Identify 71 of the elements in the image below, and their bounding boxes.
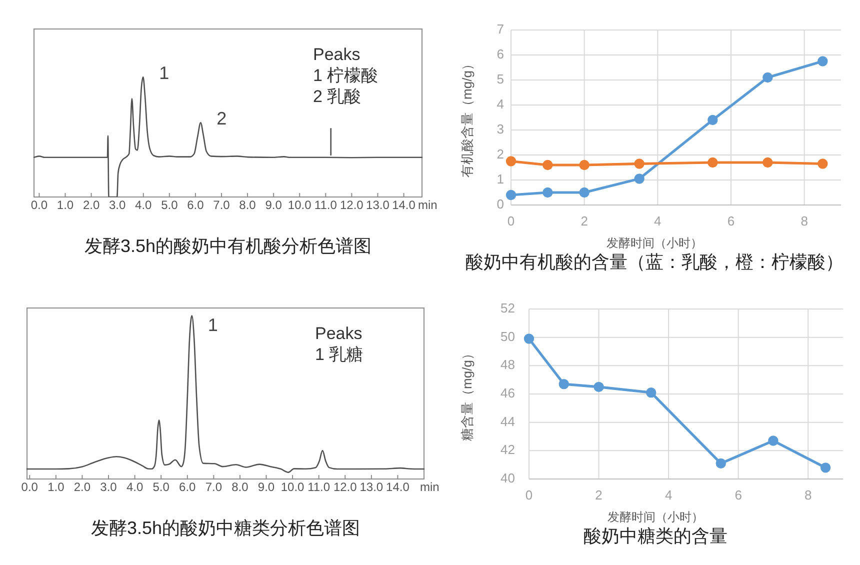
x-tick-label: 8	[800, 213, 808, 228]
x-tick-label: 11.0	[314, 198, 338, 212]
y-axis-title: 糖含量（mg/g）	[459, 347, 474, 441]
y-tick-label: 40	[500, 470, 515, 486]
text: 发酵3.5h的酸奶中有机酸分析色谱图	[84, 236, 372, 256]
y-tick-label: 1	[496, 171, 504, 186]
x-tick-label: 5.0	[161, 198, 178, 212]
x-tick-label: 4.0	[126, 480, 144, 494]
x-tick-label: 5.0	[152, 480, 170, 494]
annotation: 1	[159, 62, 170, 83]
x-tick-label: 2	[595, 487, 602, 502]
x-tick-label: 8.0	[232, 480, 249, 494]
x-tick-label: 13.0	[360, 480, 384, 494]
annotation: 2 乳酸	[313, 87, 362, 106]
y-tick-label: 3	[496, 121, 504, 136]
y-tick-label: 44	[500, 414, 515, 429]
text: 酸奶中糖类的含量	[584, 526, 728, 546]
x-tick-label: 0	[525, 487, 533, 502]
x-tick-label: 6	[734, 487, 742, 502]
y-tick-label: 6	[496, 46, 504, 62]
x-tick-label: 2	[580, 213, 588, 228]
y-tick-label: 52	[500, 300, 515, 316]
x-tick-label: 7.0	[213, 198, 230, 212]
text: 酸奶中有机酸的含量（蓝：乳酸，橙：柠檬酸）	[466, 252, 844, 272]
x-tick-label: 4.0	[135, 198, 152, 212]
y-tick-label: 5	[496, 71, 504, 86]
y-tick-label: 46	[500, 385, 515, 400]
x-tick-label: 0.0	[21, 480, 38, 494]
y-tick-label: 4	[496, 96, 504, 112]
x-tick-label: 8.0	[239, 198, 256, 212]
x-tick-label: 8	[804, 487, 812, 502]
x-tick-label: 13.0	[366, 198, 390, 212]
y-tick-label: 48	[500, 357, 515, 372]
y-tick-label: 7	[496, 21, 504, 36]
x-tick-label: 10.0	[280, 480, 305, 494]
x-axis-title: min	[418, 198, 438, 212]
x-tick-label: 14.0	[392, 198, 416, 212]
x-tick-label: 4	[664, 487, 672, 502]
annotation: 1 柠檬酸	[313, 66, 378, 85]
x-tick-label: 12.0	[333, 480, 358, 494]
x-tick-label: 11.0	[308, 480, 330, 494]
x-tick-label: 6	[727, 213, 735, 228]
annotation: Peaks	[315, 324, 362, 343]
x-tick-label: 14.0	[386, 480, 410, 494]
x-tick-label: 9.0	[258, 480, 275, 494]
x-tick-label: 2.0	[74, 480, 91, 494]
x-axis-title: 发酵时间（小时）	[608, 510, 704, 524]
text: Peaks	[313, 45, 360, 64]
x-tick-label: 6.0	[179, 480, 196, 494]
x-tick-label: 3.0	[100, 480, 118, 494]
x-tick-label: 3.0	[108, 198, 126, 212]
x-tick-label: 1.0	[48, 480, 65, 494]
y-tick-label: 2	[496, 146, 504, 162]
x-tick-label: 6.0	[187, 198, 204, 212]
x-axis-title: min	[420, 480, 440, 494]
y-tick-label: 42	[500, 442, 515, 458]
x-axis-title: 发酵时间（小时）	[606, 236, 702, 250]
x-tick-label: 2.0	[82, 198, 100, 212]
annotation: 1 乳糖	[315, 345, 364, 364]
annotation: 1	[208, 314, 218, 335]
text: 发酵3.5h的酸奶中糖类分析色谱图	[90, 518, 360, 538]
x-tick-label: 9.0	[265, 198, 282, 212]
annotation: 2	[216, 108, 227, 128]
x-tick-label: 7.0	[205, 480, 222, 494]
x-tick-label: 0.0	[30, 198, 48, 212]
y-tick-label: 50	[500, 328, 515, 344]
x-tick-label: 10.0	[288, 198, 312, 212]
x-tick-label: 1.0	[56, 198, 74, 212]
x-tick-label: 12.0	[340, 198, 364, 212]
y-axis-title: 有机酸含量（mg/g）	[459, 58, 474, 178]
x-tick-label: 4	[654, 213, 662, 228]
